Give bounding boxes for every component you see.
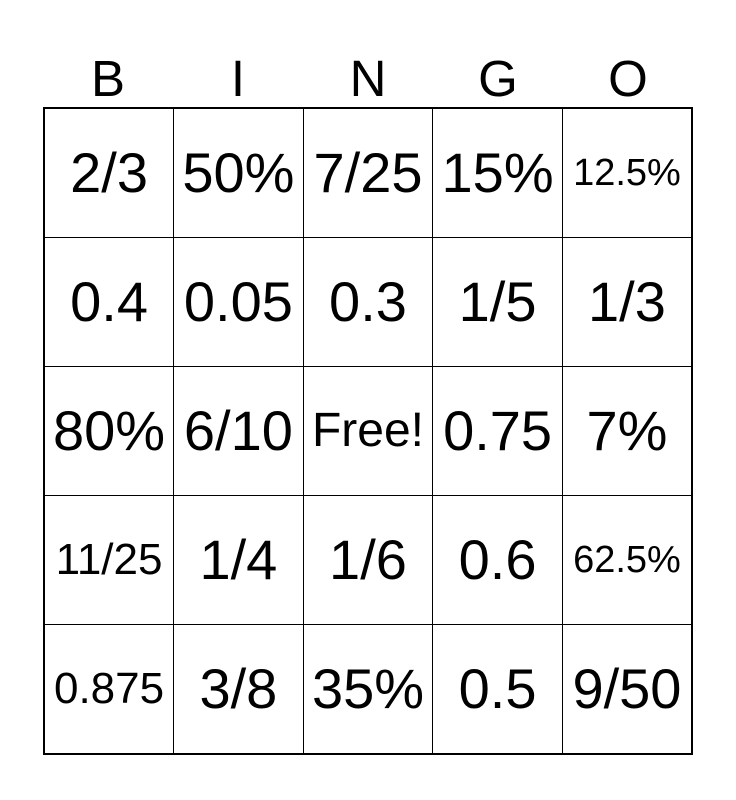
bingo-row: 0.4 0.05 0.3 1/5 1/3 bbox=[43, 237, 693, 368]
bingo-cell[interactable]: 15% bbox=[432, 107, 563, 239]
bingo-cell[interactable]: 3/8 bbox=[173, 623, 304, 755]
bingo-cell[interactable]: 80% bbox=[43, 366, 175, 496]
bingo-cell[interactable]: 7% bbox=[561, 366, 693, 496]
bingo-cell[interactable]: 1/6 bbox=[302, 494, 434, 625]
bingo-cell[interactable]: 0.75 bbox=[432, 366, 563, 496]
bingo-cell[interactable]: 0.3 bbox=[302, 237, 434, 368]
bingo-grid: 2/3 50% 7/25 15% 12.5% 0.4 0.05 0.3 1/5 … bbox=[43, 107, 693, 755]
bingo-cell[interactable]: 62.5% bbox=[561, 494, 693, 625]
bingo-cell[interactable]: 0.05 bbox=[173, 237, 304, 368]
bingo-cell[interactable]: 12.5% bbox=[561, 107, 693, 239]
bingo-letter-g: G bbox=[478, 50, 518, 107]
bingo-cell[interactable]: 1/3 bbox=[561, 237, 693, 368]
free-space-cell[interactable]: Free! bbox=[302, 366, 434, 496]
bingo-cell[interactable]: 35% bbox=[302, 623, 434, 755]
bingo-letter-b: B bbox=[90, 50, 126, 107]
bingo-header: B I N G O bbox=[43, 0, 693, 107]
bingo-letter-i: I bbox=[230, 50, 246, 107]
bingo-cell[interactable]: 50% bbox=[173, 107, 304, 239]
bingo-row: 0.875 3/8 35% 0.5 9/50 bbox=[43, 623, 693, 755]
bingo-cell[interactable]: 0.875 bbox=[43, 623, 175, 755]
bingo-letter-n: N bbox=[349, 50, 387, 107]
bingo-row: 80% 6/10 Free! 0.75 7% bbox=[43, 366, 693, 496]
bingo-cell[interactable]: 1/5 bbox=[432, 237, 563, 368]
bingo-cell[interactable]: 1/4 bbox=[173, 494, 304, 625]
bingo-cell[interactable]: 6/10 bbox=[173, 366, 304, 496]
bingo-cell[interactable]: 0.4 bbox=[43, 237, 175, 368]
bingo-cell[interactable]: 9/50 bbox=[561, 623, 693, 755]
bingo-cell[interactable]: 7/25 bbox=[302, 107, 434, 239]
bingo-cell[interactable]: 0.6 bbox=[432, 494, 563, 625]
bingo-cell[interactable]: 2/3 bbox=[43, 107, 175, 239]
bingo-cell[interactable]: 11/25 bbox=[43, 494, 175, 625]
bingo-letter-o: O bbox=[608, 50, 648, 107]
bingo-cell[interactable]: 0.5 bbox=[432, 623, 563, 755]
bingo-row: 11/25 1/4 1/6 0.6 62.5% bbox=[43, 494, 693, 625]
bingo-row: 2/3 50% 7/25 15% 12.5% bbox=[43, 107, 693, 239]
